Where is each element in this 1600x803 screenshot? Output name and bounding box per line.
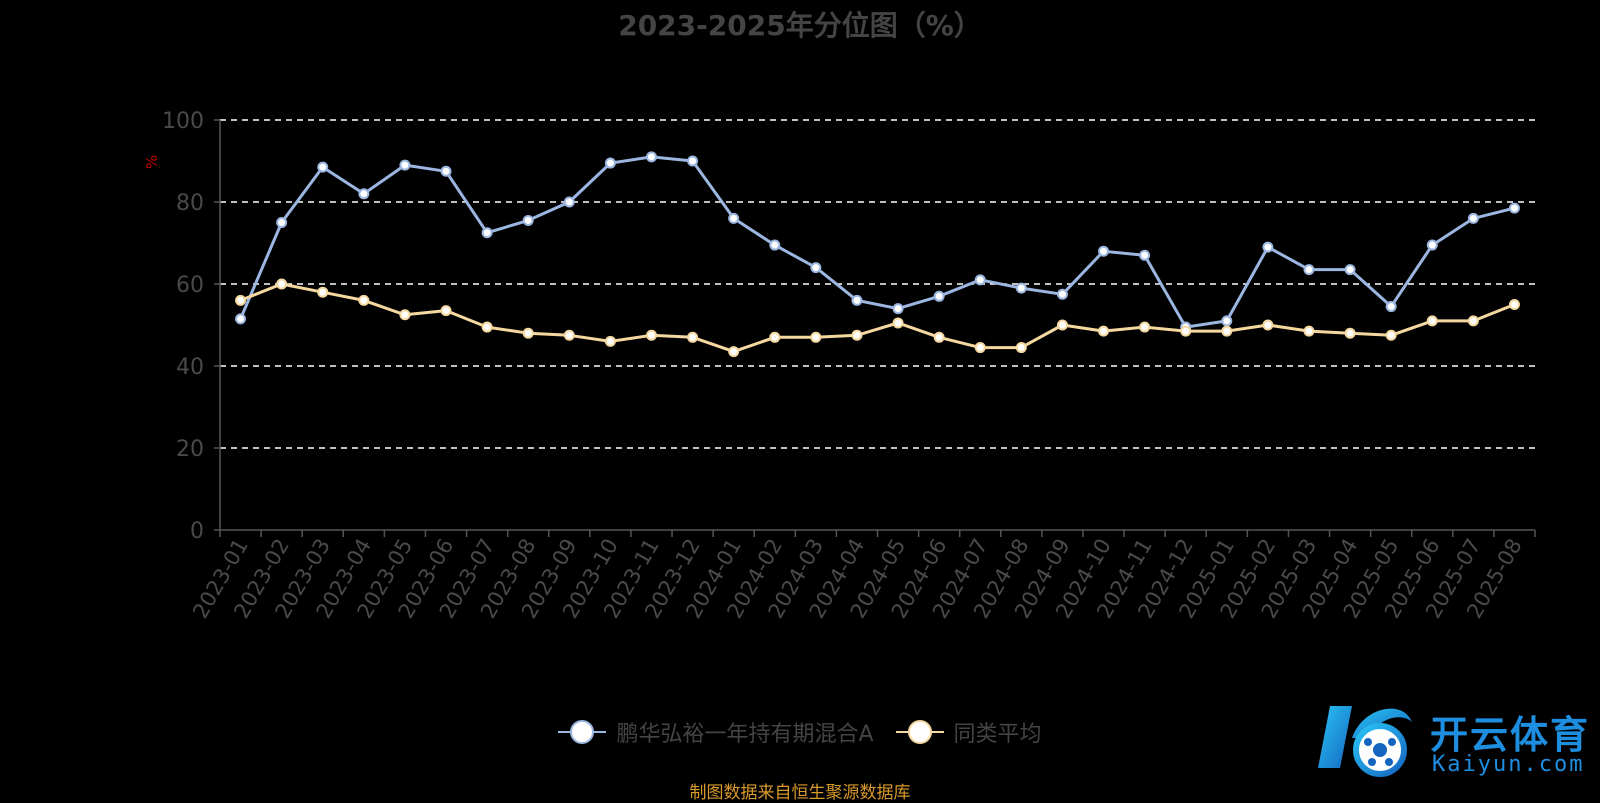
- legend: 鹏华弘裕一年持有期混合A 同类平均: [0, 716, 1600, 748]
- brand-logo-icon: [1318, 706, 1412, 777]
- legend-label-category-average: 同类平均: [953, 722, 1042, 747]
- data-point: [933, 290, 945, 302]
- data-point: [1098, 245, 1110, 257]
- data-point: [440, 305, 452, 317]
- data-point: [1467, 212, 1479, 224]
- data-point: [1426, 239, 1438, 251]
- data-point: [1180, 325, 1192, 337]
- data-point: [851, 294, 863, 306]
- data-point: [604, 335, 616, 347]
- data-point: [604, 157, 616, 169]
- data-point: [892, 303, 904, 315]
- data-point: [1508, 299, 1520, 310]
- data-point: [1344, 327, 1356, 339]
- data-point: [1303, 325, 1315, 337]
- data-point: [235, 294, 247, 306]
- legend-item-fund[interactable]: 鹏华弘裕一年持有期混合A: [558, 716, 874, 748]
- brand-watermark: 开云体育 Kaiyun.com: [1312, 698, 1592, 788]
- data-point: [522, 327, 534, 339]
- data-point: [317, 286, 329, 298]
- data-point: [358, 294, 370, 306]
- data-point: [1056, 319, 1068, 331]
- y-axis-label: %: [143, 155, 161, 169]
- data-point: [851, 329, 863, 341]
- data-point: [563, 329, 575, 341]
- legend-marker-category-average: [895, 720, 944, 744]
- data-point: [1098, 325, 1110, 337]
- data-point: [1221, 315, 1233, 327]
- data-point: [1508, 202, 1520, 214]
- y-tick-label: 80: [176, 191, 204, 216]
- data-point: [481, 321, 493, 333]
- data-point: [769, 239, 781, 251]
- data-point: [1139, 321, 1151, 333]
- data-point: [974, 342, 986, 354]
- data-point: [645, 151, 657, 163]
- brand-url: Kaiyun.com: [1432, 752, 1585, 777]
- data-point: [1385, 301, 1397, 313]
- data-point: [1344, 264, 1356, 276]
- series-line-fund: [239, 155, 1515, 329]
- data-point: [892, 317, 904, 329]
- data-point: [317, 161, 329, 173]
- data-point: [1139, 249, 1151, 261]
- data-point: [235, 313, 247, 325]
- legend-item-category-average[interactable]: 同类平均: [895, 716, 1042, 748]
- data-point: [1015, 282, 1027, 294]
- y-tick-label: 20: [176, 437, 204, 462]
- data-point: [399, 159, 411, 171]
- y-tick-label: 0: [190, 519, 204, 544]
- y-tick-label: 60: [176, 273, 204, 298]
- data-point: [728, 212, 740, 224]
- y-tick-label: 40: [176, 355, 204, 380]
- data-point: [810, 331, 822, 343]
- data-point: [399, 309, 411, 321]
- brand-name: 开云体育: [1430, 713, 1591, 757]
- y-tick-label: 100: [162, 109, 204, 134]
- data-point: [728, 346, 740, 358]
- data-point: [358, 188, 370, 200]
- data-point: [1467, 315, 1479, 327]
- data-point: [687, 331, 699, 343]
- data-point: [481, 227, 493, 239]
- data-point: [522, 214, 534, 226]
- data-point: [1056, 288, 1068, 300]
- data-point: [276, 278, 288, 290]
- legend-label-fund: 鹏华弘裕一年持有期混合A: [616, 722, 874, 747]
- data-point: [1426, 315, 1438, 327]
- data-point: [933, 331, 945, 343]
- data-point: [276, 217, 288, 228]
- data-point: [440, 165, 452, 177]
- data-point: [810, 262, 822, 274]
- series-line-category-average: [239, 282, 1516, 354]
- data-point: [769, 331, 781, 343]
- data-point: [563, 196, 575, 208]
- data-point: [645, 329, 657, 341]
- data-source-note: 制图数据来自恒生聚源数据库: [689, 783, 911, 803]
- data-point: [1262, 241, 1274, 253]
- legend-marker-fund: [558, 720, 607, 744]
- data-point: [1385, 329, 1397, 341]
- data-point: [687, 155, 699, 167]
- data-point: [1303, 264, 1315, 276]
- data-point: [1262, 319, 1274, 331]
- chart-title: 2023-2025年分位图（%）: [618, 9, 982, 42]
- data-point: [1015, 342, 1027, 354]
- data-point: [974, 274, 986, 286]
- data-point: [1221, 325, 1233, 337]
